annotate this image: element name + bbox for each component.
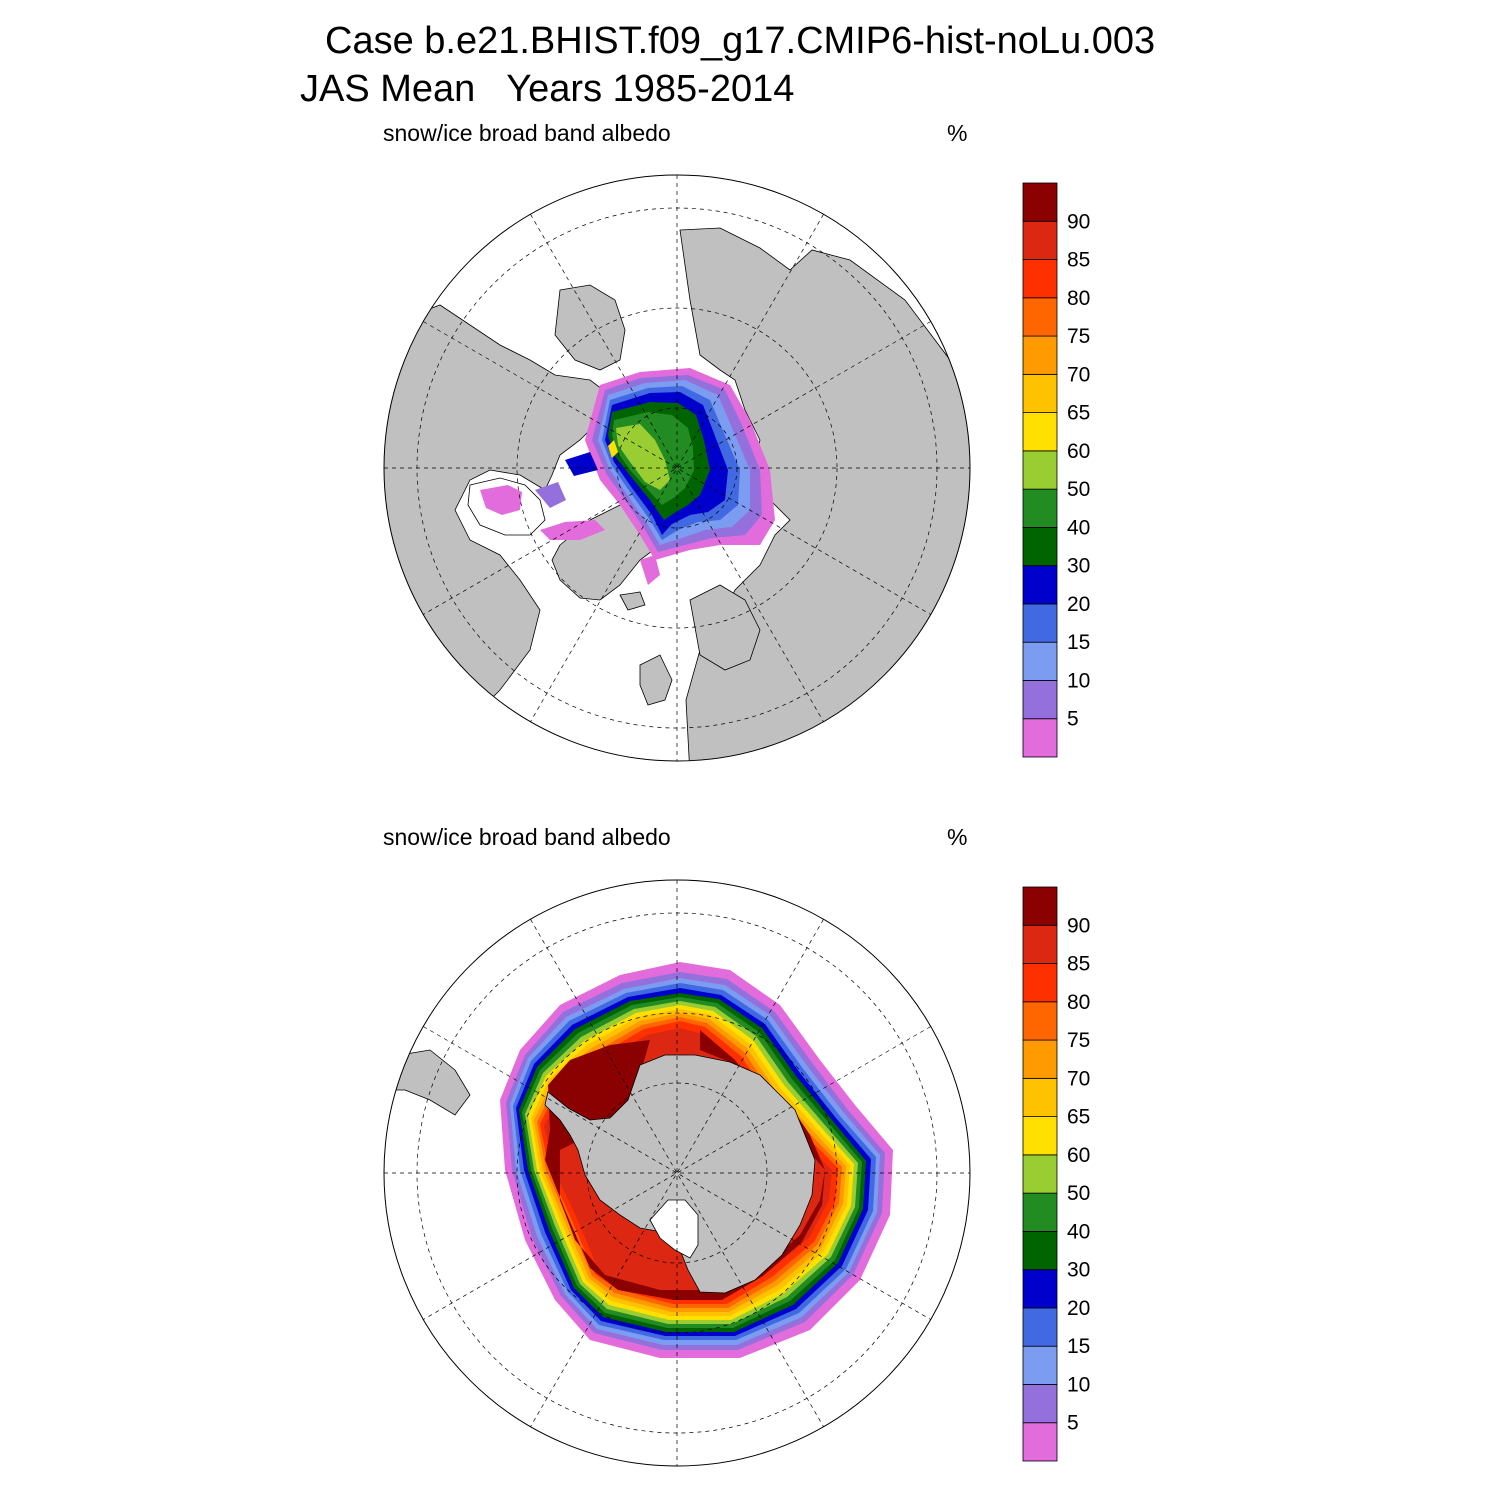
- colorbar-north-label: 90: [1067, 210, 1090, 233]
- north-ice-baffin-bay: [540, 520, 605, 540]
- colorbar-north-swatch: [1022, 565, 1058, 605]
- colorbar-north-label: 80: [1067, 287, 1090, 310]
- colorbar-north-swatch: [1022, 488, 1058, 528]
- north-ice-65: [608, 440, 618, 458]
- colorbar-north-swatch: [1022, 297, 1058, 337]
- colorbar-south-label: 70: [1067, 1067, 1090, 1090]
- colorbar-north-label: 50: [1067, 478, 1090, 501]
- colorbar-north-swatch: [1022, 450, 1058, 490]
- colorbar-south-label: 20: [1067, 1297, 1090, 1320]
- colorbar-north-label: 70: [1067, 363, 1090, 386]
- colorbar-south-swatch: [1022, 1384, 1058, 1424]
- north-land-scandinavia: [689, 584, 761, 671]
- colorbar-north-swatch: [1022, 718, 1058, 758]
- colorbar-south-label: 65: [1067, 1106, 1090, 1129]
- panel-south-units: %: [947, 824, 968, 850]
- north-land-uk: [639, 654, 673, 706]
- colorbar-north-swatch: [1022, 603, 1058, 643]
- colorbar-south-swatch: [1022, 1154, 1058, 1194]
- colorbar-south-swatch: [1022, 1039, 1058, 1079]
- south-map-border: [383, 879, 971, 1467]
- north-ice-hudson: [480, 485, 522, 515]
- colorbar-north-label: 65: [1067, 402, 1090, 425]
- north-land-alaska: [554, 284, 626, 371]
- colorbar-south-label: 30: [1067, 1259, 1090, 1282]
- north-land-iceland: [619, 591, 646, 611]
- colorbar-north-swatch: [1022, 182, 1058, 222]
- south-grid: [384, 880, 970, 1466]
- panel-north-title: snow/ice broad band albedo: [383, 120, 671, 146]
- colorbar-north-label: 85: [1067, 249, 1090, 272]
- colorbar-south-label: 40: [1067, 1220, 1090, 1243]
- colorbar-south-swatch: [1022, 1345, 1058, 1385]
- colorbar-north-label: 75: [1067, 325, 1090, 348]
- colorbar-south-swatch: [1022, 1422, 1058, 1462]
- panel-north-units: %: [947, 120, 968, 146]
- period-title: JAS Mean Years 1985-2014: [300, 68, 795, 110]
- colorbar-north-swatch: [1022, 335, 1058, 375]
- colorbar-north-label: 15: [1067, 631, 1090, 654]
- colorbar-north-label: 30: [1067, 555, 1090, 578]
- colorbar-south-swatch: [1022, 1077, 1058, 1118]
- colorbar-north-swatch: [1022, 259, 1058, 299]
- north-ice-greenland-east: [640, 555, 660, 585]
- colorbar-south-swatch: [1022, 1231, 1058, 1271]
- colorbar-south-swatch: [1022, 886, 1058, 926]
- colorbar-south-swatch: [1022, 1116, 1058, 1156]
- colorbar-north-label: 20: [1067, 593, 1090, 616]
- north-ice-baffin: [535, 482, 566, 508]
- colorbar-south-label: 75: [1067, 1029, 1090, 1052]
- colorbar-north-swatch: [1022, 680, 1058, 720]
- colorbar-north-swatch: [1022, 527, 1058, 567]
- colorbar-north-label: 60: [1067, 440, 1090, 463]
- colorbar-south-label: 10: [1067, 1373, 1090, 1396]
- panel-south-title: snow/ice broad band albedo: [383, 824, 671, 850]
- colorbar-south-label: 60: [1067, 1144, 1090, 1167]
- colorbar-south-label: 5: [1067, 1412, 1079, 1435]
- colorbar-south-swatch: [1022, 1192, 1058, 1232]
- colorbar-south-label: 85: [1067, 953, 1090, 976]
- north-grid: [384, 175, 970, 761]
- colorbar-south-label: 80: [1067, 991, 1090, 1014]
- south-ice-max: [545, 1030, 825, 1300]
- colorbar-south-label: 90: [1067, 914, 1090, 937]
- colorbar-south-label: 50: [1067, 1182, 1090, 1205]
- colorbar-south-label: 15: [1067, 1335, 1090, 1358]
- colorbar-north-swatch: [1022, 220, 1058, 260]
- colorbar-north-label: 40: [1067, 516, 1090, 539]
- colorbar-north-label: 5: [1067, 708, 1079, 731]
- north-ice-ca-channel: [565, 452, 598, 476]
- colorbar-south-swatch: [1022, 924, 1058, 964]
- colorbar-south-swatch: [1022, 1307, 1058, 1347]
- south-polar-map: [383, 879, 971, 1467]
- north-map-border: [383, 174, 971, 762]
- colorbar-south-swatch: [1022, 1269, 1058, 1309]
- south-land-antarctica: [544, 1054, 816, 1294]
- colorbar-north-label: 10: [1067, 669, 1090, 692]
- north-polar-map: [383, 174, 971, 762]
- south-ross-shelf: [649, 1199, 699, 1259]
- colorbar-north-swatch: [1022, 373, 1058, 414]
- colorbar-south-swatch: [1022, 963, 1058, 1003]
- north-ice-60: [616, 424, 670, 490]
- colorbar-south: 5 10 15 20 30 40 50 60 65 70 75 80 85 90: [1022, 886, 1090, 1462]
- colorbar-north-swatch: [1022, 641, 1058, 681]
- colorbar-north: 5 10 15 20 30 40 50 60 65 70 75 80 85 90: [1022, 182, 1090, 758]
- colorbar-south-swatch: [1022, 1001, 1058, 1041]
- case-title: Case b.e21.BHIST.f09_g17.CMIP6-hist-noLu…: [325, 20, 1156, 62]
- colorbar-north-swatch: [1022, 412, 1058, 452]
